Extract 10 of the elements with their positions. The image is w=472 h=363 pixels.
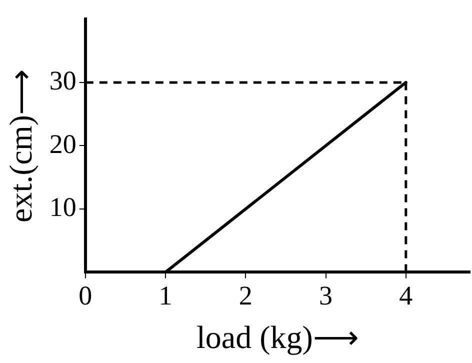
x-tick-label: 0 [78, 280, 92, 310]
x-tick-label: 4 [399, 280, 414, 310]
y-tick-label: 10 [49, 192, 76, 222]
x-tick-label: 3 [319, 280, 333, 310]
y-tick-label: 30 [49, 66, 76, 96]
y-axis-title: ext.(cm)⟶ [2, 68, 39, 222]
x-axis-title: load (kg)⟶ [196, 319, 359, 356]
y-tick-label: 20 [49, 128, 76, 159]
x-tick-label: 2 [238, 280, 252, 310]
x-tick-label: 1 [158, 280, 172, 310]
